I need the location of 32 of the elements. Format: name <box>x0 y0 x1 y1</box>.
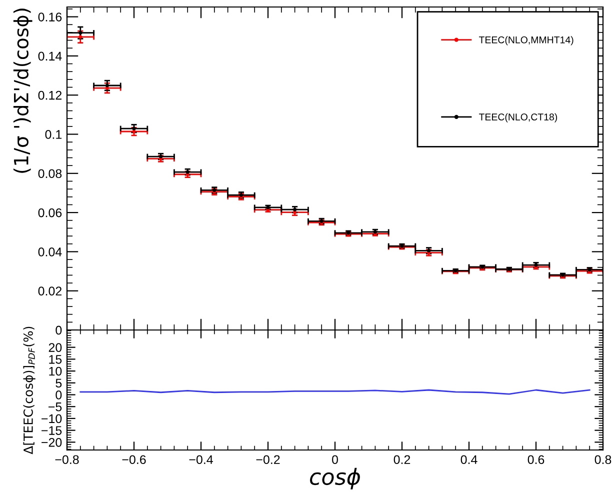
x-tick-label: 0.4 <box>460 455 478 464</box>
y-tick-label: 0.02 <box>38 286 62 296</box>
y-axis-title: (1/σ ')dΣ'/d(cosϕ) <box>13 8 32 173</box>
y-tick-label: 0.04 <box>38 248 62 256</box>
y-tick-label: −5 <box>48 402 62 412</box>
y-tick-label: −15 <box>42 426 62 435</box>
x-tick-label: −0.8 <box>55 455 79 464</box>
x-tick-label: 0.2 <box>394 455 410 464</box>
y-tick-label: 5 <box>56 378 62 388</box>
legend-label: TEEC(NLO,CT18) <box>478 113 558 122</box>
y-tick-label: 0.1 <box>45 130 62 139</box>
x-tick-label: 0.6 <box>528 455 544 464</box>
y-tick-label: −20 <box>42 438 62 447</box>
y-tick-label: 10 <box>49 366 62 376</box>
x-tick-label: 0.8 <box>594 455 612 464</box>
x-tick-label: 0 <box>332 455 338 464</box>
x-tick-label: −0.4 <box>189 455 213 464</box>
y-tick-label: 0.08 <box>38 169 62 178</box>
y-tick-label: −10 <box>42 414 62 424</box>
x-tick-label: −0.2 <box>256 455 280 464</box>
y-tick-label: 0.12 <box>38 90 62 100</box>
y-tick-label: 0 <box>56 390 62 400</box>
y-axis-title: Δ[TEEC(cosϕ)]$_{PDF}$(%) <box>23 326 36 454</box>
legend-label: TEEC(NLO,MMHT14) <box>478 36 574 46</box>
y-tick-label: 15 <box>49 355 62 364</box>
x-axis-title: cosϕ <box>310 468 360 490</box>
y-tick-label: 0.06 <box>38 208 62 218</box>
y-tick-label: 0 <box>56 326 62 335</box>
y-tick-label: 0.14 <box>38 52 62 61</box>
y-tick-label: 20 <box>48 343 62 352</box>
y-tick-label: 0.16 <box>38 12 62 22</box>
x-tick-label: −0.6 <box>122 455 146 464</box>
